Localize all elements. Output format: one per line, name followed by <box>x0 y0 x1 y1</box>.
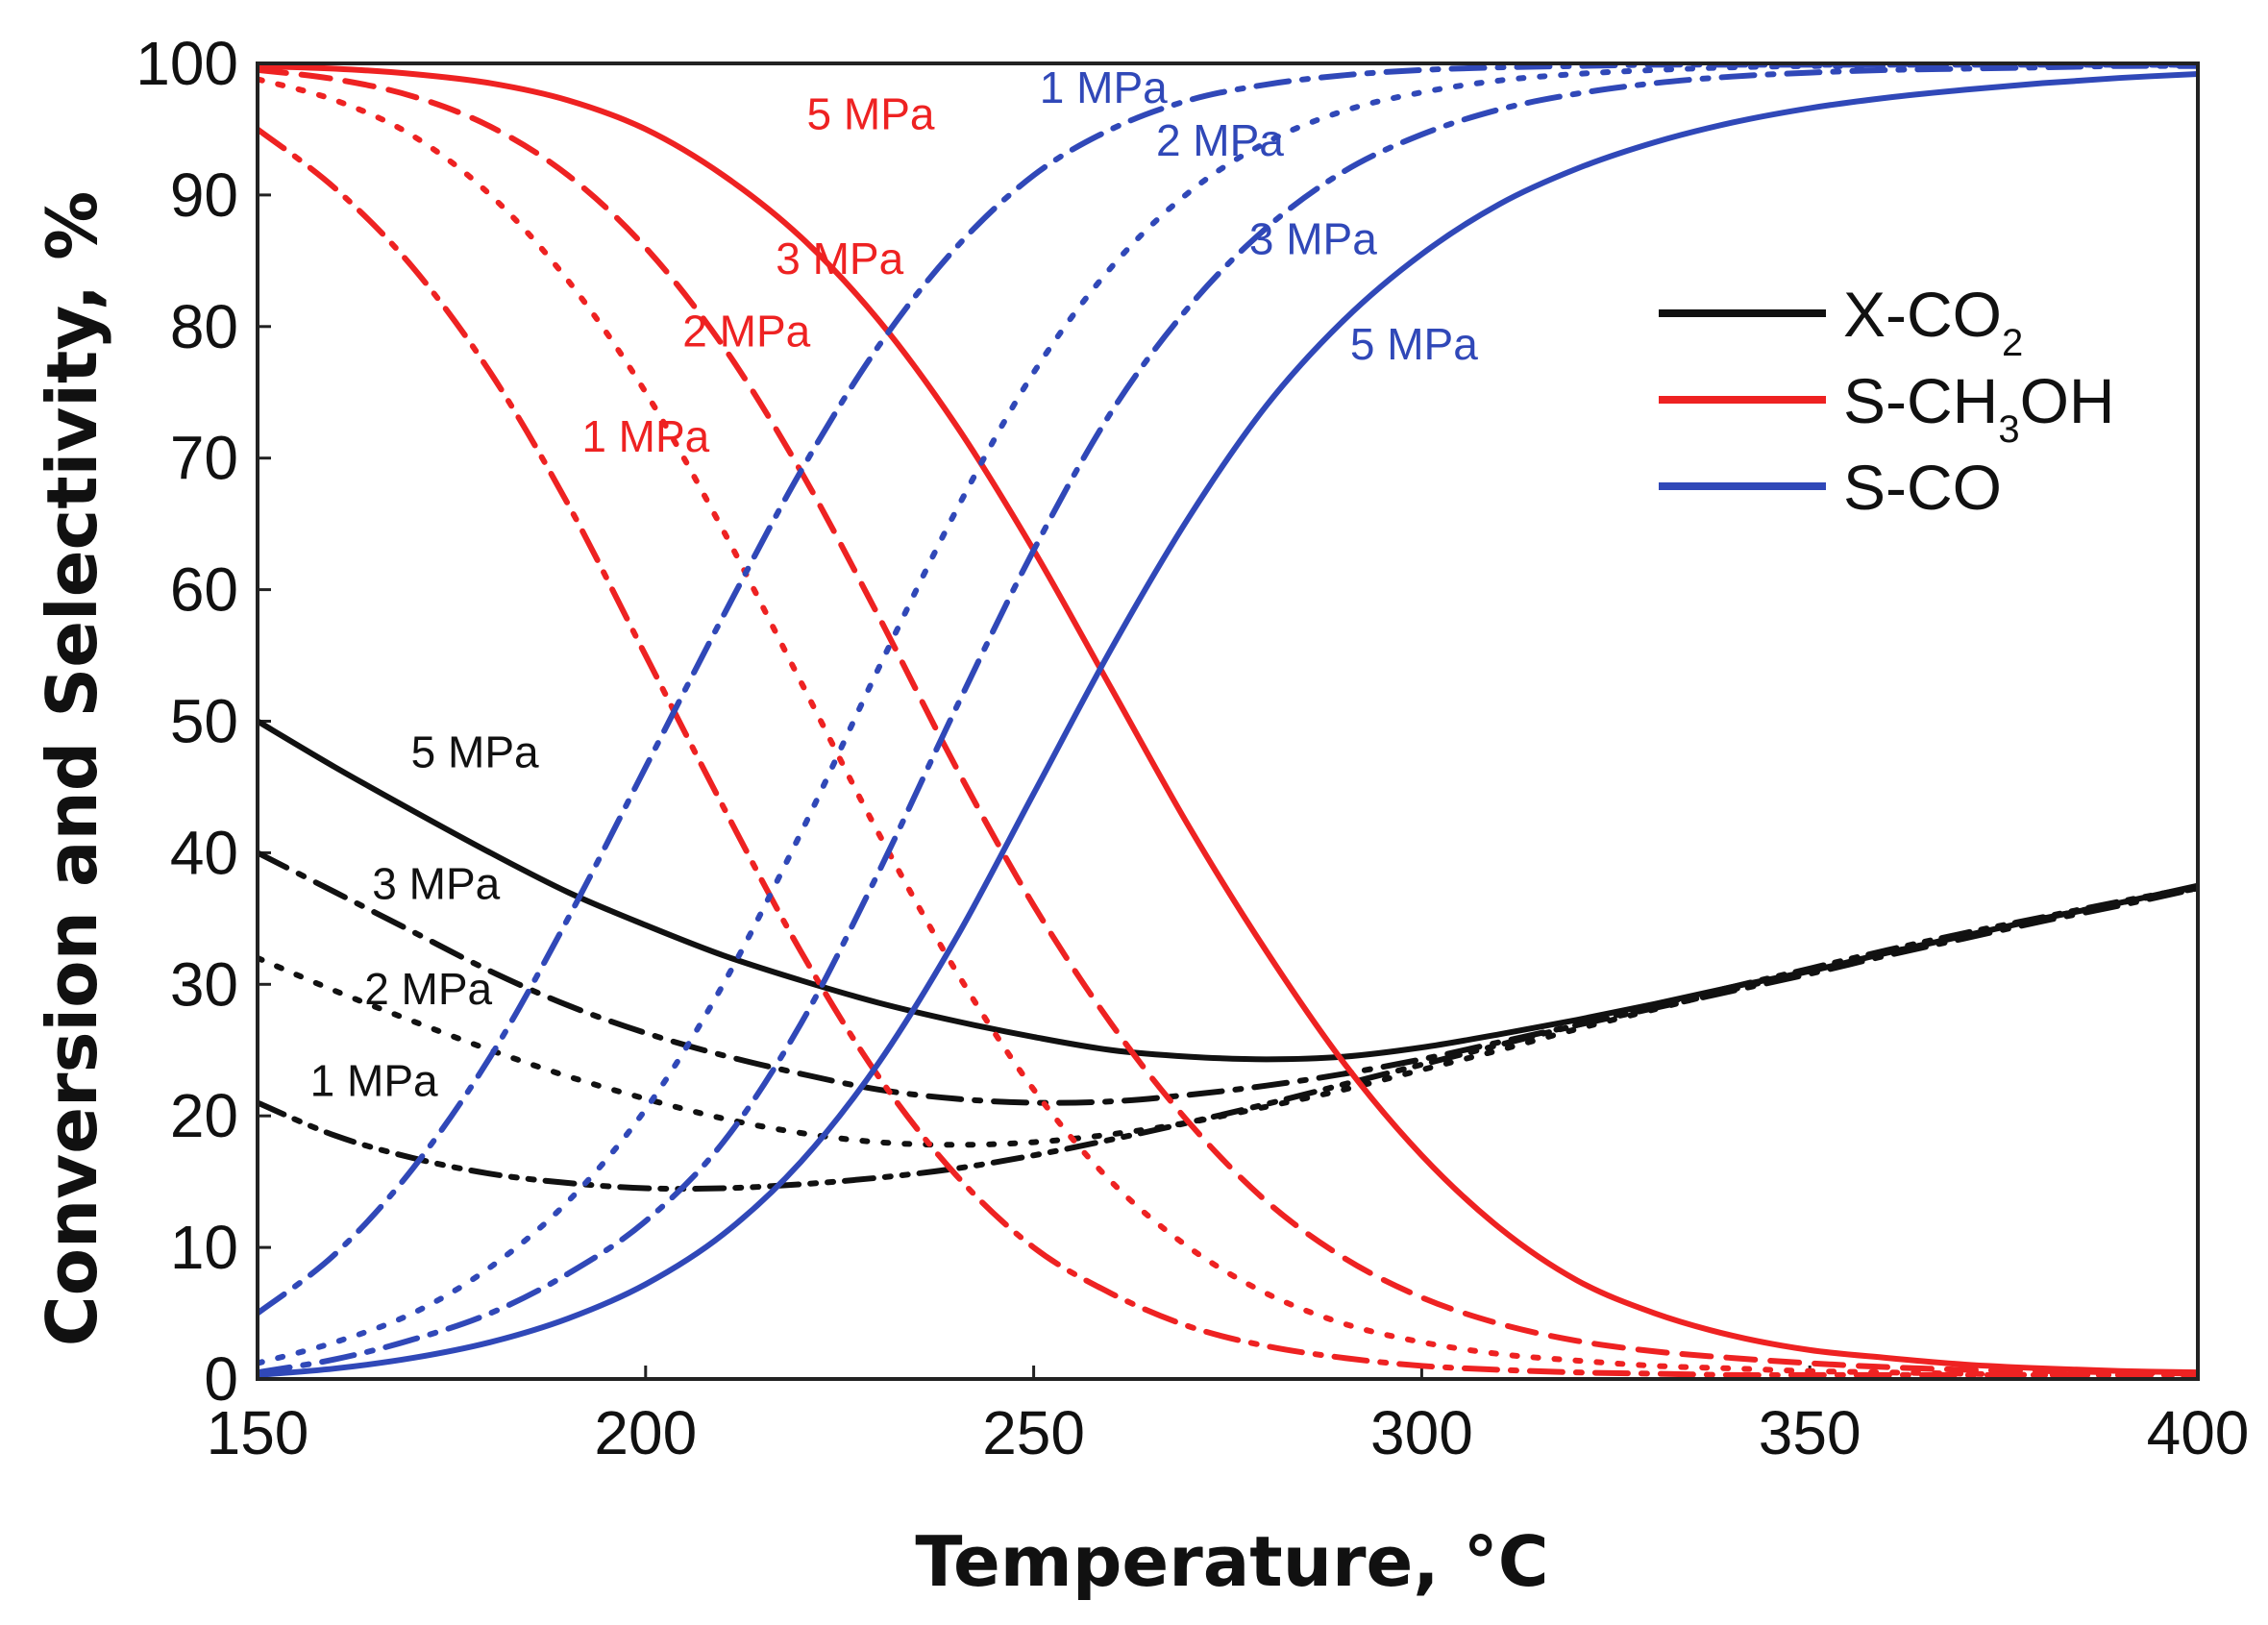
curve-label-x-co2-3-mpa: 3 MPa <box>372 858 500 908</box>
y-tick-label-100: 100 <box>136 29 238 98</box>
x-axis-title: Temperature, °C <box>915 1521 1548 1602</box>
y-axis-title: Conversion and Selectivity, % <box>32 191 112 1347</box>
x-tick-label-400: 400 <box>2147 1398 2250 1467</box>
curve-label-x-co2-1-mpa: 1 MPa <box>310 1056 438 1106</box>
y-tick-label-40: 40 <box>170 818 238 887</box>
x-tick-label-300: 300 <box>1370 1398 1473 1467</box>
series-s-co-3-mpa <box>258 63 2198 1376</box>
y-tick-label-10: 10 <box>170 1213 238 1282</box>
series-x-co2-1-mpa <box>258 883 2198 1193</box>
curve-label-x-co2-5-mpa: 5 MPa <box>411 726 539 776</box>
y-tick-label-80: 80 <box>170 292 238 361</box>
y-tick-label-70: 70 <box>170 424 238 493</box>
x-tick-label-350: 350 <box>1759 1398 1861 1467</box>
x-tick-label-150: 150 <box>207 1398 309 1467</box>
series-s-co-1-mpa <box>258 63 2198 1317</box>
curve-label-s-ch3oh-1-mpa: 1 MPa <box>581 411 709 461</box>
series-s-ch3oh-3-mpa <box>258 66 2198 1377</box>
x-tick-label-250: 250 <box>982 1398 1085 1467</box>
legend-label-x-co2: X-CO2 <box>1843 279 2023 364</box>
curve-label-s-ch3oh-2-mpa: 2 MPa <box>682 306 810 356</box>
curve-label-s-ch3oh-5-mpa: 5 MPa <box>807 88 935 138</box>
plot-frame <box>256 62 2200 1381</box>
curve-label-x-co2-2-mpa: 2 MPa <box>364 964 492 1014</box>
curve-label-s-co-5-mpa: 5 MPa <box>1350 319 1478 369</box>
legend-label-s-co: S-CO <box>1843 452 2002 523</box>
series-s-ch3oh-5-mpa <box>258 63 2198 1376</box>
y-tick-label-50: 50 <box>170 687 238 756</box>
series-s-co-5-mpa <box>258 70 2198 1378</box>
curve-label-s-co-1-mpa: 1 MPa <box>1040 62 1168 112</box>
y-tick-label-90: 90 <box>170 160 238 230</box>
y-tick-label-20: 20 <box>170 1081 238 1150</box>
series-x-co2-2-mpa <box>258 885 2198 1148</box>
y-tick-label-30: 30 <box>170 949 238 1019</box>
legend-label-s-ch3oh: S-CH3OH <box>1843 365 2115 451</box>
y-tick-label-0: 0 <box>204 1344 238 1414</box>
y-tick-label-60: 60 <box>170 555 238 625</box>
curve-label-s-ch3oh-3-mpa: 3 MPa <box>776 234 903 283</box>
curve-label-s-co-3-mpa: 3 MPa <box>1249 214 1377 264</box>
x-tick-label-200: 200 <box>594 1398 697 1467</box>
series-s-co-2-mpa <box>258 63 2198 1366</box>
series-s-ch3oh-1-mpa <box>258 126 2198 1378</box>
curve-label-s-co-2-mpa: 2 MPa <box>1156 115 1284 165</box>
